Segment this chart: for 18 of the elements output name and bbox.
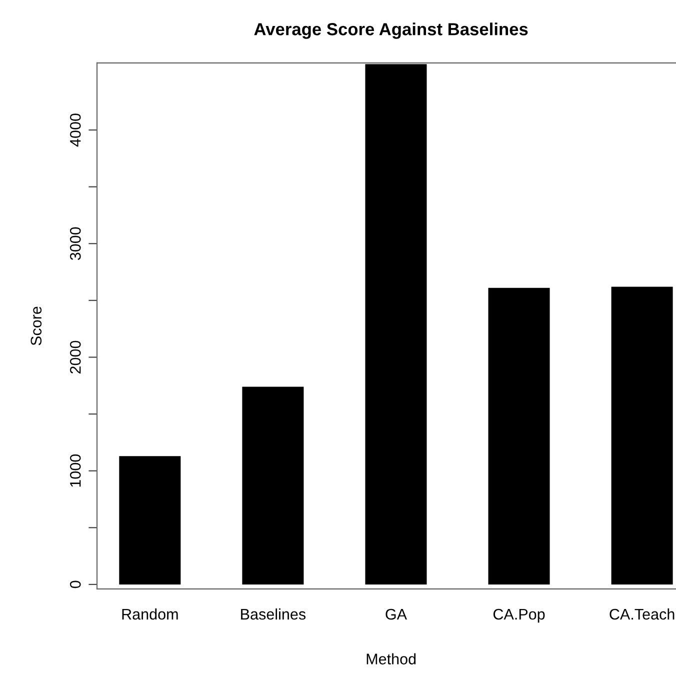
x-axis-title: Method bbox=[366, 653, 416, 664]
x-tick-label: Random bbox=[122, 608, 178, 620]
y-axis-title: Score bbox=[30, 306, 42, 346]
bar bbox=[365, 64, 427, 584]
bar bbox=[488, 288, 550, 584]
y-tick-label: 0 bbox=[70, 580, 81, 588]
y-tick-label: 4000 bbox=[70, 114, 81, 147]
bar bbox=[242, 386, 304, 584]
x-tick-label: Baselines bbox=[241, 608, 306, 620]
bar bbox=[119, 456, 181, 584]
x-tick-label: CA.Teach bbox=[610, 608, 674, 620]
y-tick-label: 2000 bbox=[70, 340, 81, 374]
chart-title: Average Score Against Baselines bbox=[254, 22, 528, 39]
y-tick-label: 3000 bbox=[70, 227, 81, 260]
bar bbox=[611, 286, 673, 584]
x-tick-label: GA bbox=[386, 608, 407, 620]
x-tick-label: CA.Pop bbox=[493, 608, 545, 623]
y-tick-label: 1000 bbox=[70, 454, 81, 487]
